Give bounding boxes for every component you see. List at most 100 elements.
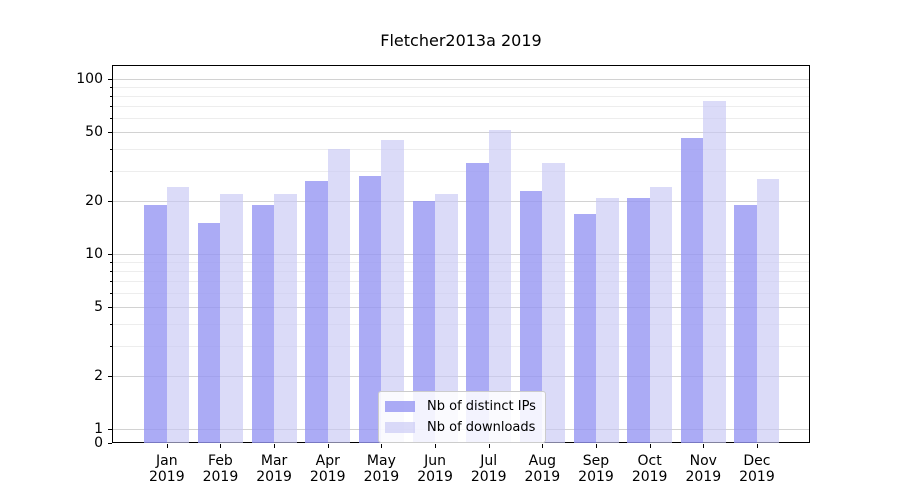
bar-ips (358, 175, 382, 443)
bar-ips (197, 223, 221, 443)
gridline-major (113, 306, 809, 308)
x-tick-label-line: 2019 (631, 469, 668, 485)
x-tick-label-line: Oct (637, 453, 662, 469)
gridline-minor (113, 117, 809, 119)
bar-ips (573, 213, 596, 443)
x-tick (381, 444, 383, 448)
x-tick-label-line: 2019 (309, 469, 346, 485)
y-tick-label: 10 (85, 246, 103, 262)
gridline-minor (113, 95, 809, 97)
bar-downloads (703, 100, 726, 443)
x-tick-label-line: 2019 (578, 469, 614, 485)
legend-item: Nb of distinct IPs (385, 396, 539, 417)
bar-ips (627, 197, 650, 443)
x-tick-label: Jul 2019 (457, 453, 521, 485)
y-tick-label: 5 (94, 298, 103, 315)
gridline-minor (113, 106, 809, 108)
x-tick (327, 444, 329, 448)
y-minor-tick (110, 148, 112, 150)
bar-ips (412, 201, 436, 443)
bar-downloads (435, 194, 458, 443)
y-tick (108, 131, 112, 133)
bar-downloads (649, 187, 673, 443)
x-tick-label: Sep 2019 (564, 453, 628, 485)
y-minor-tick (110, 270, 112, 272)
y-tick (108, 79, 112, 80)
legend-label: Nb of downloads (427, 420, 536, 435)
x-tick-label-line: Sep (582, 453, 610, 469)
gridline-minor (113, 281, 809, 283)
legend: Nb of distinct IPs Nb of downloads (378, 391, 546, 443)
x-tick (166, 444, 168, 448)
x-tick-label-line: 2019 (685, 469, 722, 485)
x-tick-label-line: Jan (156, 453, 178, 469)
x-tick-label: Oct 2019 (618, 453, 682, 485)
bar-downloads (166, 187, 190, 443)
x-tick-label: Jan 2019 (135, 453, 199, 485)
x-tick-label: Feb 2019 (188, 453, 252, 485)
x-tick (274, 444, 276, 448)
y-minor-tick (110, 281, 112, 283)
gridline-major (113, 131, 809, 133)
bar-downloads (274, 194, 297, 443)
x-tick (542, 444, 544, 448)
bar-ips (144, 205, 167, 443)
x-tick-label-line: 2019 (363, 469, 400, 485)
y-minor-tick (110, 95, 112, 97)
x-tick-label-line: Nov (689, 453, 717, 469)
y-minor-tick (110, 117, 112, 119)
gridline-minor (113, 170, 809, 172)
x-tick (435, 444, 437, 448)
y-minor-tick (110, 106, 112, 108)
y-tick (108, 254, 112, 255)
x-tick-label-line: 2019 (470, 469, 507, 485)
y-tick-label: 50 (85, 123, 103, 140)
chart-title: Fletcher2013a 2019 (380, 31, 542, 50)
y-tick-label: 100 (76, 71, 103, 87)
x-tick-label-line: 2019 (256, 469, 292, 485)
y-minor-tick (110, 170, 112, 172)
x-tick-label-line: Dec (743, 453, 771, 469)
x-tick (596, 444, 597, 448)
gridline-major (113, 376, 809, 378)
gridline-minor (113, 87, 809, 88)
x-tick-label-line: 2019 (202, 469, 239, 485)
plot-area (112, 65, 810, 443)
bar-ips (466, 163, 489, 443)
x-tick-label-line: Apr (315, 453, 340, 469)
x-tick-label-line: 2019 (739, 469, 775, 485)
y-tick (108, 306, 112, 308)
bar-downloads (488, 130, 512, 443)
gridline-minor (113, 323, 809, 325)
bar-downloads (327, 148, 351, 443)
bar-downloads (381, 139, 404, 443)
bar-downloads (756, 178, 780, 443)
x-tick (488, 444, 490, 448)
x-tick-label: Mar 2019 (242, 453, 306, 485)
bar-ips (680, 138, 704, 443)
x-tick (703, 444, 705, 448)
y-tick (108, 443, 112, 444)
x-tick (756, 444, 758, 448)
y-tick-label: 20 (85, 193, 103, 210)
x-tick (649, 444, 651, 448)
x-tick-label: Dec 2019 (725, 453, 789, 485)
gridline-minor (113, 270, 809, 272)
gridline-major (113, 201, 809, 203)
x-tick (220, 444, 222, 448)
gridline-minor (113, 262, 809, 263)
bar-ips (519, 190, 543, 443)
legend-swatch-ips (385, 401, 415, 412)
legend-label: Nb of distinct IPs (427, 399, 536, 414)
bar-downloads (596, 197, 619, 443)
y-minor-tick (110, 345, 112, 347)
y-tick-label: 2 (94, 368, 103, 385)
bar-ips (734, 205, 757, 443)
gridline-minor (113, 148, 809, 150)
gridline-minor (113, 345, 809, 347)
y-tick-label: 0 (94, 435, 103, 451)
x-tick-label-line: Jul (480, 453, 498, 469)
x-tick-label-line: Feb (208, 453, 233, 469)
y-minor-tick (110, 262, 112, 263)
